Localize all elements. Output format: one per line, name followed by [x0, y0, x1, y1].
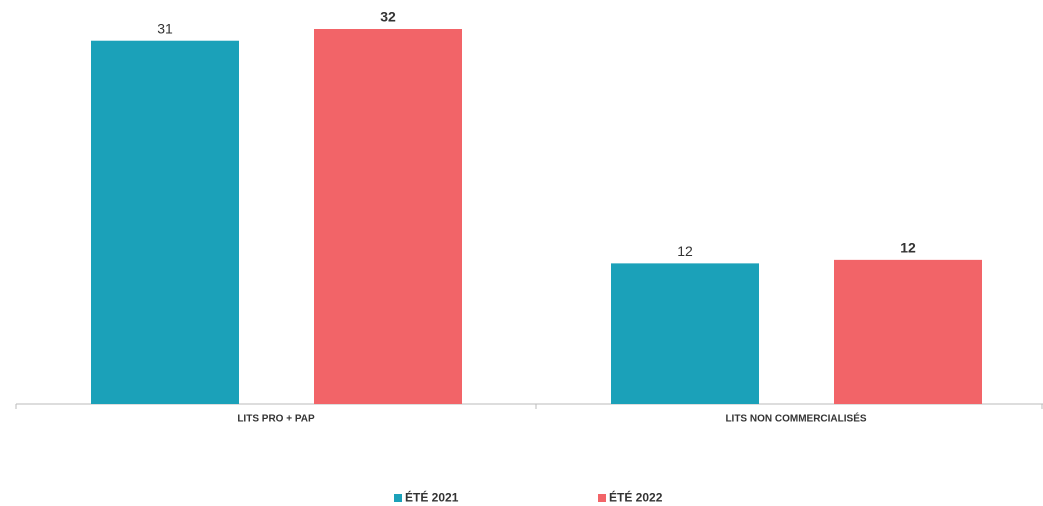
value-label: 12	[677, 243, 693, 259]
value-label: 32	[380, 9, 396, 25]
value-label: 12	[900, 240, 916, 256]
x-tick-label: LITS PRO + PAP	[237, 414, 315, 425]
value-label: 31	[157, 20, 173, 36]
bar	[834, 259, 982, 404]
bar	[611, 263, 759, 404]
legend-label: ÉTÉ 2021	[405, 490, 459, 505]
bar	[91, 40, 239, 404]
legend-label: ÉTÉ 2022	[609, 490, 663, 505]
bar	[314, 29, 462, 404]
legend-swatch	[598, 494, 606, 502]
x-tick-label: LITS NON COMMERCIALISÉS	[725, 412, 866, 425]
legend-swatch	[394, 494, 402, 502]
